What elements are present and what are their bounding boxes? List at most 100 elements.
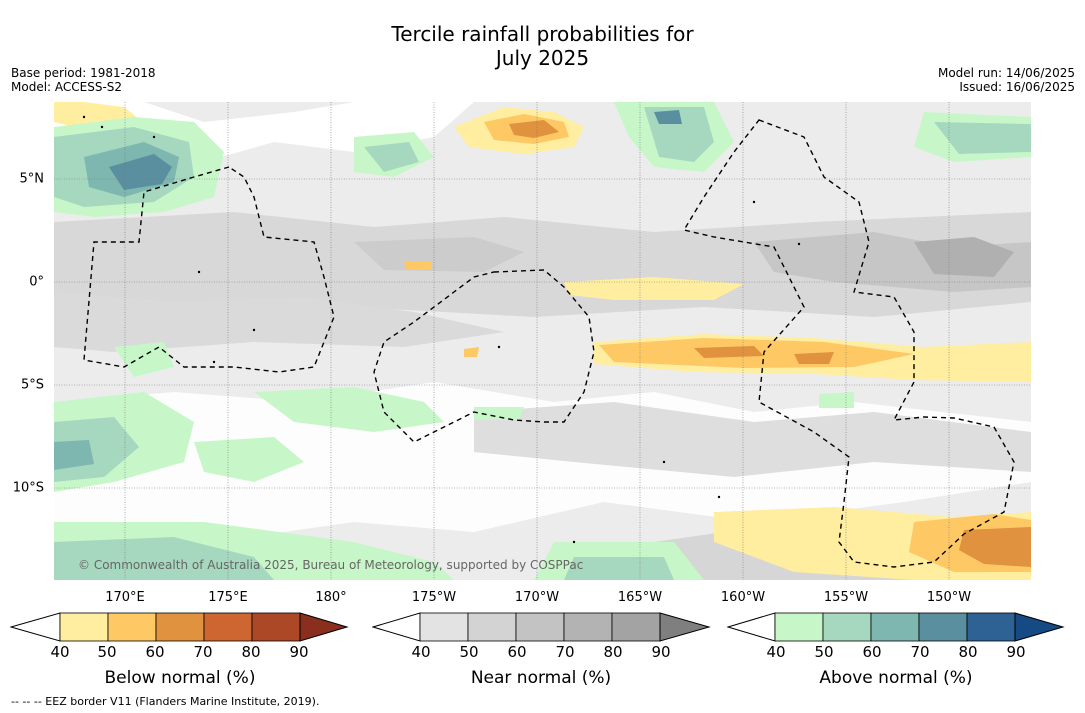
- island: [752, 200, 756, 204]
- tick-label: 50: [814, 643, 834, 661]
- colorbar-swatch: [155, 612, 205, 642]
- tick-label: 80: [603, 643, 623, 661]
- island: [797, 242, 801, 246]
- eez-border: [682, 119, 1015, 568]
- above-normal-area: [819, 392, 854, 408]
- colorbar-swatch: [467, 612, 517, 642]
- colorbar-above-swatches: [774, 612, 1016, 642]
- grey-band: [914, 237, 1014, 277]
- colorbar-max-arrow: [1014, 612, 1065, 642]
- lon-label: 160°W: [720, 590, 766, 605]
- above-normal-area: [194, 437, 304, 482]
- colorbar-near-normal: [372, 612, 711, 642]
- below-normal-area: [794, 352, 834, 364]
- issued-date: Issued: 16/06/2025: [959, 80, 1075, 94]
- lat-label-5s: 5°S: [20, 377, 44, 393]
- colorbar-title-near: Near normal (%): [470, 668, 612, 688]
- island: [717, 495, 721, 499]
- tick-label: 90: [1006, 643, 1026, 661]
- colorbar-near-swatches: [419, 612, 661, 642]
- island: [82, 115, 86, 119]
- colorbar-swatch: [918, 612, 968, 642]
- island: [497, 345, 501, 349]
- model-run: Model run: 14/06/2025: [937, 66, 1075, 80]
- meta-left: Base period: 1981-2018 Model: ACCESS-S2: [11, 66, 156, 94]
- colorbar-swatch: [611, 612, 661, 642]
- lat-label-5n: 5°N: [19, 171, 45, 187]
- tick-label: 80: [958, 643, 978, 661]
- below-normal-area: [564, 277, 744, 300]
- colorbar-max-arrow: [659, 612, 711, 642]
- colorbar-swatch: [966, 612, 1016, 642]
- tick-label: 60: [145, 643, 165, 661]
- above-normal-area: [364, 142, 419, 172]
- colorbar-min-arrow: [10, 612, 61, 642]
- island: [100, 125, 104, 129]
- colorbar-swatch: [203, 612, 253, 642]
- probability-map: © Commonwealth of Australia 2025, Bureau…: [54, 102, 1031, 580]
- below-normal-area: [959, 527, 1031, 567]
- colorbar-min-arrow: [372, 612, 421, 642]
- eez-border: [83, 166, 335, 373]
- above-normal-area: [654, 110, 682, 124]
- above-normal-area: [254, 387, 444, 432]
- colorbar-swatch: [822, 612, 872, 642]
- tick-label: 50: [97, 643, 117, 661]
- tick-label: 40: [411, 643, 431, 661]
- lon-label: 165°W: [617, 590, 663, 605]
- eez-border: [373, 269, 595, 443]
- above-normal-area: [564, 557, 674, 580]
- lon-label: 170°W: [514, 590, 560, 605]
- lon-label: 175°E: [208, 590, 248, 605]
- colorbar-swatch: [870, 612, 920, 642]
- map-title: Tercile rainfall probabilities for July …: [0, 22, 1085, 70]
- colorbar-swatch: [774, 612, 824, 642]
- tick-label: 40: [766, 643, 786, 661]
- tick-label: 40: [50, 643, 70, 661]
- eez-borders: [83, 119, 1015, 568]
- title-line-2: July 2025: [495, 46, 590, 70]
- above-normal-area: [934, 122, 1031, 154]
- title-line-1: Tercile rainfall probabilities for: [391, 22, 694, 46]
- lon-label: 150°W: [926, 590, 972, 605]
- below-normal-area: [404, 262, 432, 270]
- grey-band: [474, 402, 1031, 477]
- copyright-text: © Commonwealth of Australia 2025, Bureau…: [78, 558, 584, 572]
- meta-right: Model run: 14/06/2025 Issued: 16/06/2025: [938, 66, 1075, 94]
- above-normal-area: [54, 537, 274, 580]
- above-normal-area: [474, 407, 524, 420]
- island: [572, 540, 576, 544]
- colorbar-swatch: [251, 612, 301, 642]
- tick-label: 70: [555, 643, 575, 661]
- below-normal-area: [694, 346, 764, 358]
- colorbar-min-arrow: [727, 612, 776, 642]
- below-normal-area: [464, 347, 479, 357]
- eez-footnote: -- -- -- EEZ border V11 (Flanders Marine…: [11, 695, 320, 708]
- colorbar-below-normal: [10, 612, 349, 642]
- tick-label: 60: [862, 643, 882, 661]
- tick-label: 80: [241, 643, 261, 661]
- colorbar-swatch: [59, 612, 109, 642]
- lat-label-10s: 10°S: [12, 480, 44, 496]
- base-period: Base period: 1981-2018: [11, 66, 156, 80]
- map-canvas: [54, 102, 1031, 580]
- grey-band: [54, 292, 504, 352]
- tick-label: 50: [459, 643, 479, 661]
- lat-label-0: 0°: [29, 274, 44, 290]
- colorbar-below-swatches: [59, 612, 301, 642]
- lon-label: 170°E: [105, 590, 145, 605]
- tick-label: 90: [651, 643, 671, 661]
- tick-label: 70: [910, 643, 930, 661]
- lon-label: 155°W: [823, 590, 869, 605]
- below-normal-area: [509, 120, 559, 138]
- above-normal-area: [114, 342, 174, 377]
- tick-label: 70: [193, 643, 213, 661]
- island: [252, 328, 256, 332]
- island: [662, 460, 666, 464]
- colorbar-swatch: [419, 612, 469, 642]
- colorbar-swatch: [515, 612, 565, 642]
- island: [152, 135, 156, 139]
- colorbar-swatch: [107, 612, 157, 642]
- tick-label: 90: [289, 643, 309, 661]
- above-normal-area: [54, 440, 94, 470]
